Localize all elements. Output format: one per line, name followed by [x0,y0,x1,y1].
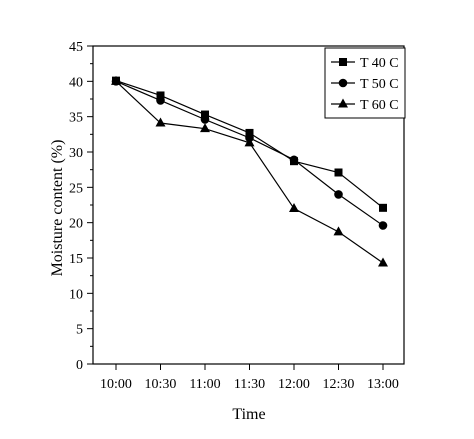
data-point [200,123,210,133]
data-point [378,221,388,230]
x-tick-label: 12:30 [323,377,355,392]
legend-label: T 50 C [360,77,399,92]
legend-item: T 60 C [331,98,399,113]
data-point [378,257,388,267]
x-tick-label: 11:00 [189,377,220,392]
data-point [156,96,165,105]
data-point [334,168,343,177]
y-tick-label: 30 [69,146,83,161]
data-point [245,128,254,137]
data-point [156,91,165,100]
data-point [201,110,209,119]
data-point [111,75,121,85]
data-point [379,203,387,212]
y-tick-label: 5 [76,323,83,338]
x-tick-label: 11:30 [234,377,265,392]
series-group [111,75,388,267]
x-tick-label: 10:30 [145,377,177,392]
legend-marker [338,78,348,88]
data-point [334,190,343,199]
y-tick-label: 45 [69,40,83,55]
legend-marker [339,58,347,66]
y-tick-label: 10 [69,287,83,302]
x-tick-label: 10:00 [100,377,132,392]
y-tick-label: 35 [69,111,83,126]
data-point [244,137,255,147]
data-point [155,117,166,127]
y-tick-label: 20 [69,217,83,232]
y-tick-label: 0 [76,358,83,373]
series-3 [111,75,388,267]
data-point [200,115,210,124]
data-point [333,226,344,236]
data-point [289,155,299,165]
legend-item: T 40 C [331,56,399,71]
legend-label: T 40 C [360,56,399,71]
data-point [289,203,299,213]
legend-item: T 50 C [331,77,399,92]
y-axis-ticks: 0 5 10 15 20 25 30 35 40 45 [69,40,93,373]
x-tick-label: 13:00 [367,377,399,392]
x-axis-label: Time [232,406,265,423]
x-tick-label: 12:00 [278,377,310,392]
y-axis-label: Moisture content (%) [49,140,66,277]
legend-marker [338,98,348,108]
y-tick-label: 15 [69,252,83,267]
x-axis-ticks: 10:00 10:30 11:00 11:30 12:00 12:30 13:00 [100,364,399,392]
legend-label: T 60 C [360,98,399,113]
y-tick-label: 25 [69,181,83,196]
y-tick-label: 40 [69,75,83,90]
legend: T 40 C T 50 C T 60 C [324,47,406,119]
